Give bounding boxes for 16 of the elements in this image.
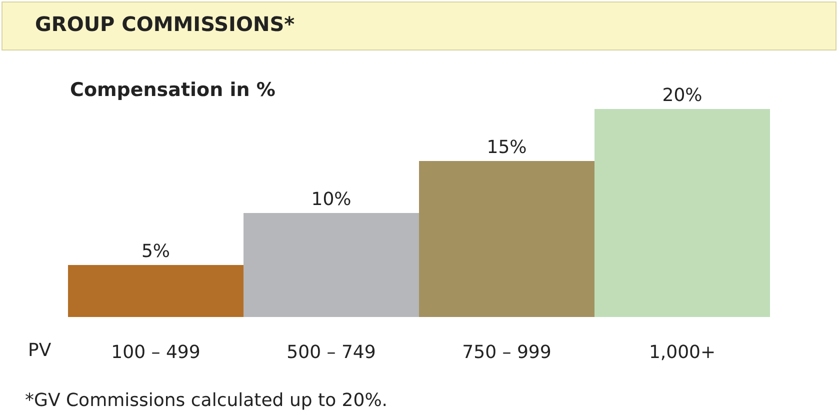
x-tick-label: 1,000+ (648, 342, 716, 363)
bar (244, 213, 419, 317)
chart-subtitle: Compensation in % (70, 79, 276, 101)
data-label: 15% (486, 137, 527, 158)
data-label: 10% (311, 189, 352, 210)
x-tick-label: 500 – 749 (286, 342, 376, 363)
chart-title: GROUP COMMISSIONS* (35, 12, 296, 36)
x-tick-label: 100 – 499 (111, 342, 200, 363)
bar (68, 265, 244, 317)
bar (419, 161, 594, 317)
x-axis-title: PV (28, 340, 52, 361)
data-label: 5% (141, 241, 170, 262)
bar (594, 109, 770, 317)
data-label: 20% (662, 85, 702, 106)
text: *GV Commissions calculated up to 20%. (25, 390, 388, 411)
x-tick-label: 750 – 999 (462, 342, 552, 363)
